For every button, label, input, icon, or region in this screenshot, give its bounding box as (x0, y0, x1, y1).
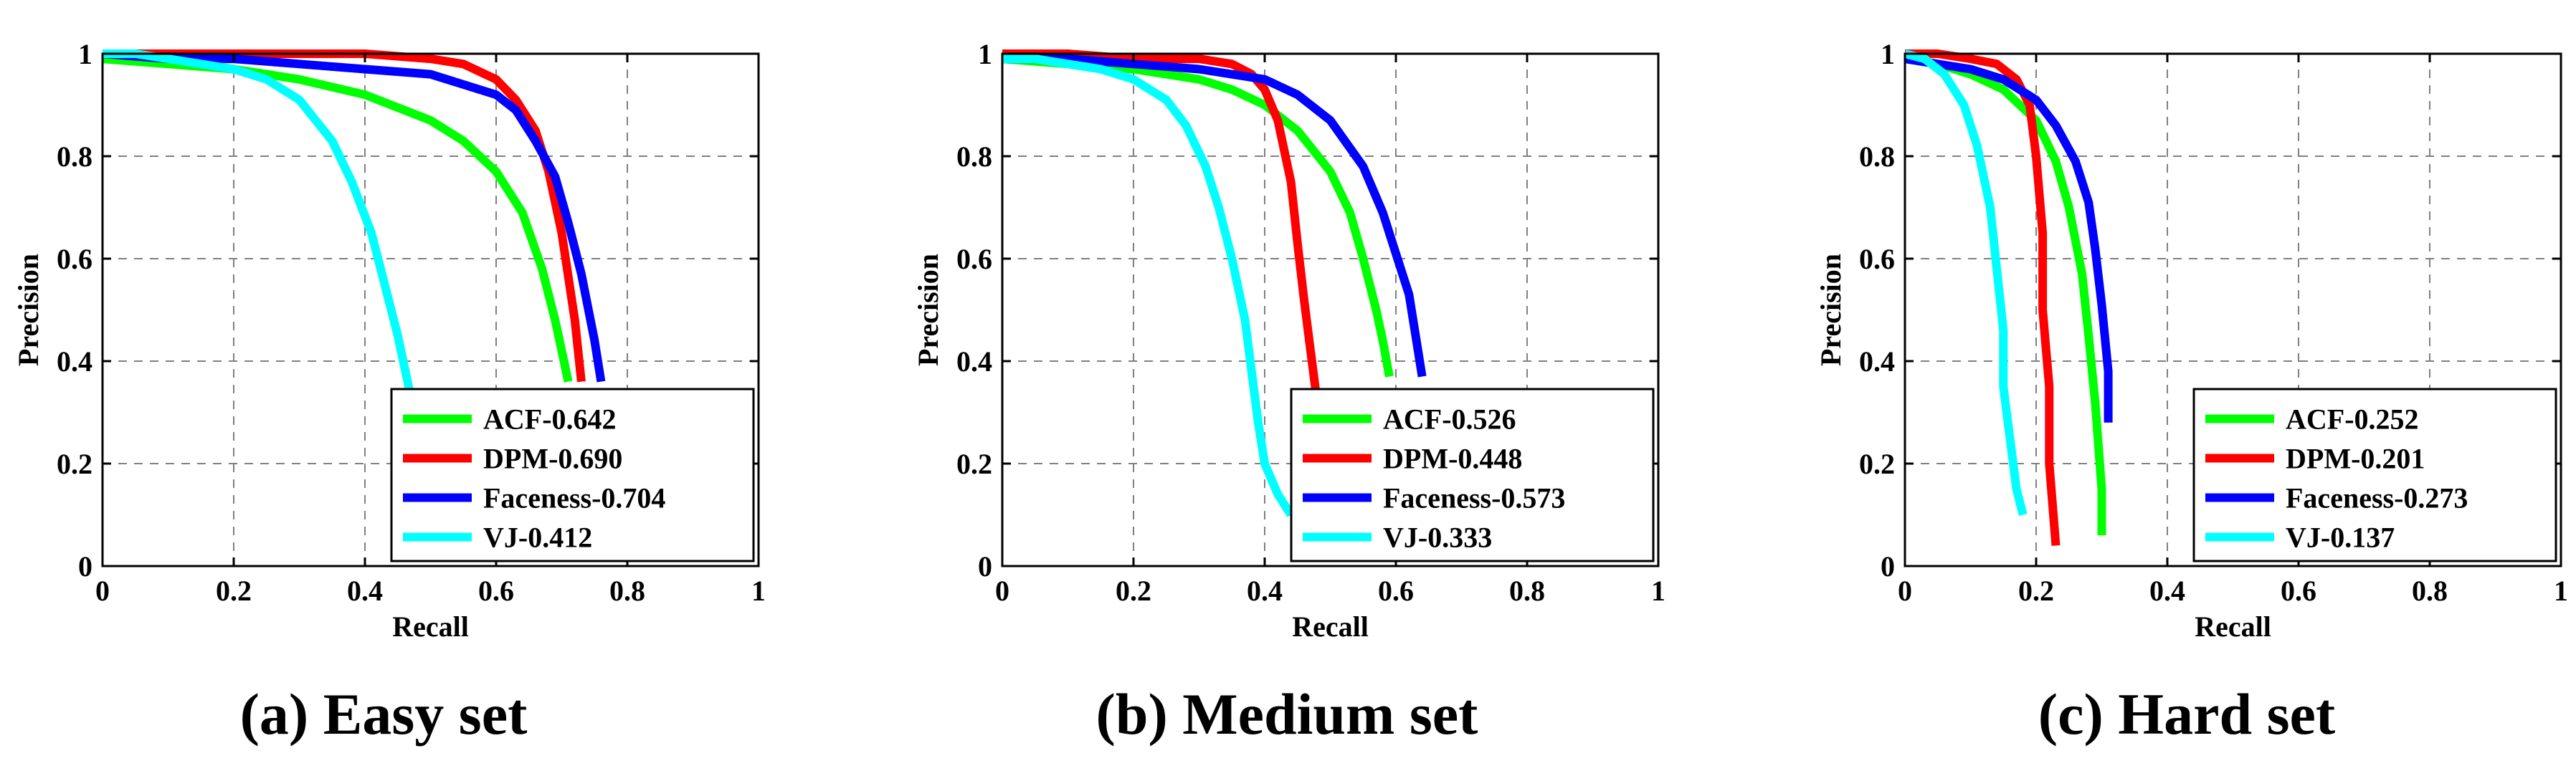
x-tick-label: 0.6 (478, 575, 514, 607)
y-tick-label: 0.4 (956, 345, 992, 378)
x-tick-label: 0.8 (2412, 575, 2448, 607)
y-tick-label: 1 (78, 38, 92, 70)
y-tick-label: 0 (1881, 550, 1895, 583)
hard-set-chart: 0 0.2 0.4 0.6 0.8 1 0 0.2 0.4 0.6 0.8 1 Recall Precis… (1815, 38, 2568, 643)
x-tick-label: 0 (995, 575, 1009, 607)
x-tick-label: 0 (1898, 575, 1912, 607)
legend: ACF-0.252 DPM-0.201 Faceness-0.273 VJ-0.137 (2192, 388, 2557, 562)
legend: ACF-0.642 DPM-0.690 Faceness-0.704 VJ-0.412 (390, 388, 755, 562)
x-tick-label: 0.4 (347, 575, 383, 607)
x-tick-label: 0.4 (2149, 575, 2185, 607)
easy-set-chart: 0 0.2 0.4 0.6 0.8 1 0 0.2 0.4 0.6 0.8 1 Recall Precis… (12, 38, 766, 643)
x-tick-label: 1 (751, 575, 766, 607)
y-axis-label: Precision (12, 254, 44, 366)
y-tick-label: 1 (978, 38, 992, 70)
x-tick-label: 0.8 (609, 575, 645, 607)
caption-hard-set: (c) Hard set (2038, 681, 2336, 747)
legend-label-faceness-0-273: Faceness-0.273 (2286, 482, 2468, 514)
y-tick-label: 0.8 (57, 140, 92, 173)
x-tick-label: 0.2 (216, 575, 252, 607)
series-line-vj-0-137 (1904, 49, 2028, 516)
y-tick-label: 0.2 (1859, 448, 1895, 480)
x-tick-label: 0.2 (1116, 575, 1151, 607)
y-tick-label: 0 (78, 550, 92, 583)
x-axis-label: Recall (392, 610, 469, 643)
axes-frame (101, 52, 760, 567)
legend-label-dpm-0-448: DPM-0.448 (1383, 443, 1522, 475)
x-tick-label: 0.2 (2018, 575, 2054, 607)
x-tick-label: 1 (1651, 575, 1665, 607)
legend-label-acf-0-642: ACF-0.642 (483, 403, 617, 436)
y-tick-label: 0.4 (1859, 345, 1895, 378)
axes-frame (1001, 52, 1660, 567)
x-tick-label: 0.6 (2281, 575, 2316, 607)
y-axis-label: Precision (1815, 254, 1847, 366)
y-tick-label: 0.6 (1859, 243, 1895, 275)
legend-label-dpm-0-690: DPM-0.690 (483, 443, 622, 475)
y-tick-label: 0.6 (956, 243, 992, 275)
series-line-faceness-0-273 (1904, 54, 2113, 423)
axes-frame (1904, 52, 2562, 567)
series-line-faceness-0-573 (1002, 54, 1427, 378)
legend-label-vj-0-333: VJ-0.333 (1383, 522, 1492, 554)
legend-label-acf-0-252: ACF-0.252 (2286, 403, 2419, 436)
y-tick-label: 0.2 (956, 448, 992, 480)
legend-label-faceness-0-704: Faceness-0.704 (483, 482, 665, 514)
x-tick-label: 0.4 (1247, 575, 1283, 607)
medium-set-panel: 0 0.2 0.4 0.6 0.8 1 0 0.2 0.4 0.6 0.8 1 Recall Precis… (902, 0, 1712, 648)
x-axis-label: Recall (2195, 610, 2271, 643)
y-axis-label: Precision (912, 254, 944, 366)
x-tick-label: 1 (2554, 575, 2568, 607)
legend-label-faceness-0-573: Faceness-0.573 (1383, 482, 1565, 514)
legend-label-vj-0-412: VJ-0.412 (483, 522, 592, 554)
medium-set-chart: 0 0.2 0.4 0.6 0.8 1 0 0.2 0.4 0.6 0.8 1 Recall Precis… (912, 38, 1665, 643)
legend-label-vj-0-137: VJ-0.137 (2286, 522, 2395, 554)
y-tick-label: 0.4 (57, 345, 92, 378)
y-tick-label: 0.6 (57, 243, 92, 275)
caption-medium-set: (b) Medium set (1095, 681, 1478, 747)
y-tick-label: 1 (1881, 38, 1895, 70)
x-tick-label: 0 (95, 575, 110, 607)
y-tick-label: 0.2 (57, 448, 92, 480)
series-line-vj-0-333 (1002, 54, 1295, 517)
y-tick-label: 0 (978, 550, 992, 583)
legend-label-dpm-0-201: DPM-0.201 (2286, 443, 2425, 475)
legend-label-acf-0-526: ACF-0.526 (1383, 403, 1516, 436)
hard-set-panel: 0 0.2 0.4 0.6 0.8 1 0 0.2 0.4 0.6 0.8 1 Recall Precis… (1805, 0, 2576, 648)
series-line-dpm-0-201 (1905, 49, 2061, 546)
y-tick-label: 0.8 (1859, 140, 1895, 173)
series-line-faceness-0-704 (102, 49, 606, 383)
caption-easy-set: (a) Easy set (239, 681, 528, 747)
legend: ACF-0.526 DPM-0.448 Faceness-0.573 VJ-0.333 (1290, 388, 1655, 562)
easy-set-panel: 0 0.2 0.4 0.6 0.8 1 0 0.2 0.4 0.6 0.8 1 Recall Precis… (2, 0, 812, 648)
x-axis-label: Recall (1292, 610, 1369, 643)
x-tick-label: 0.6 (1378, 575, 1414, 607)
x-tick-label: 0.8 (1509, 575, 1545, 607)
y-tick-label: 0.8 (956, 140, 992, 173)
series-line-acf-0-526 (1002, 54, 1394, 378)
